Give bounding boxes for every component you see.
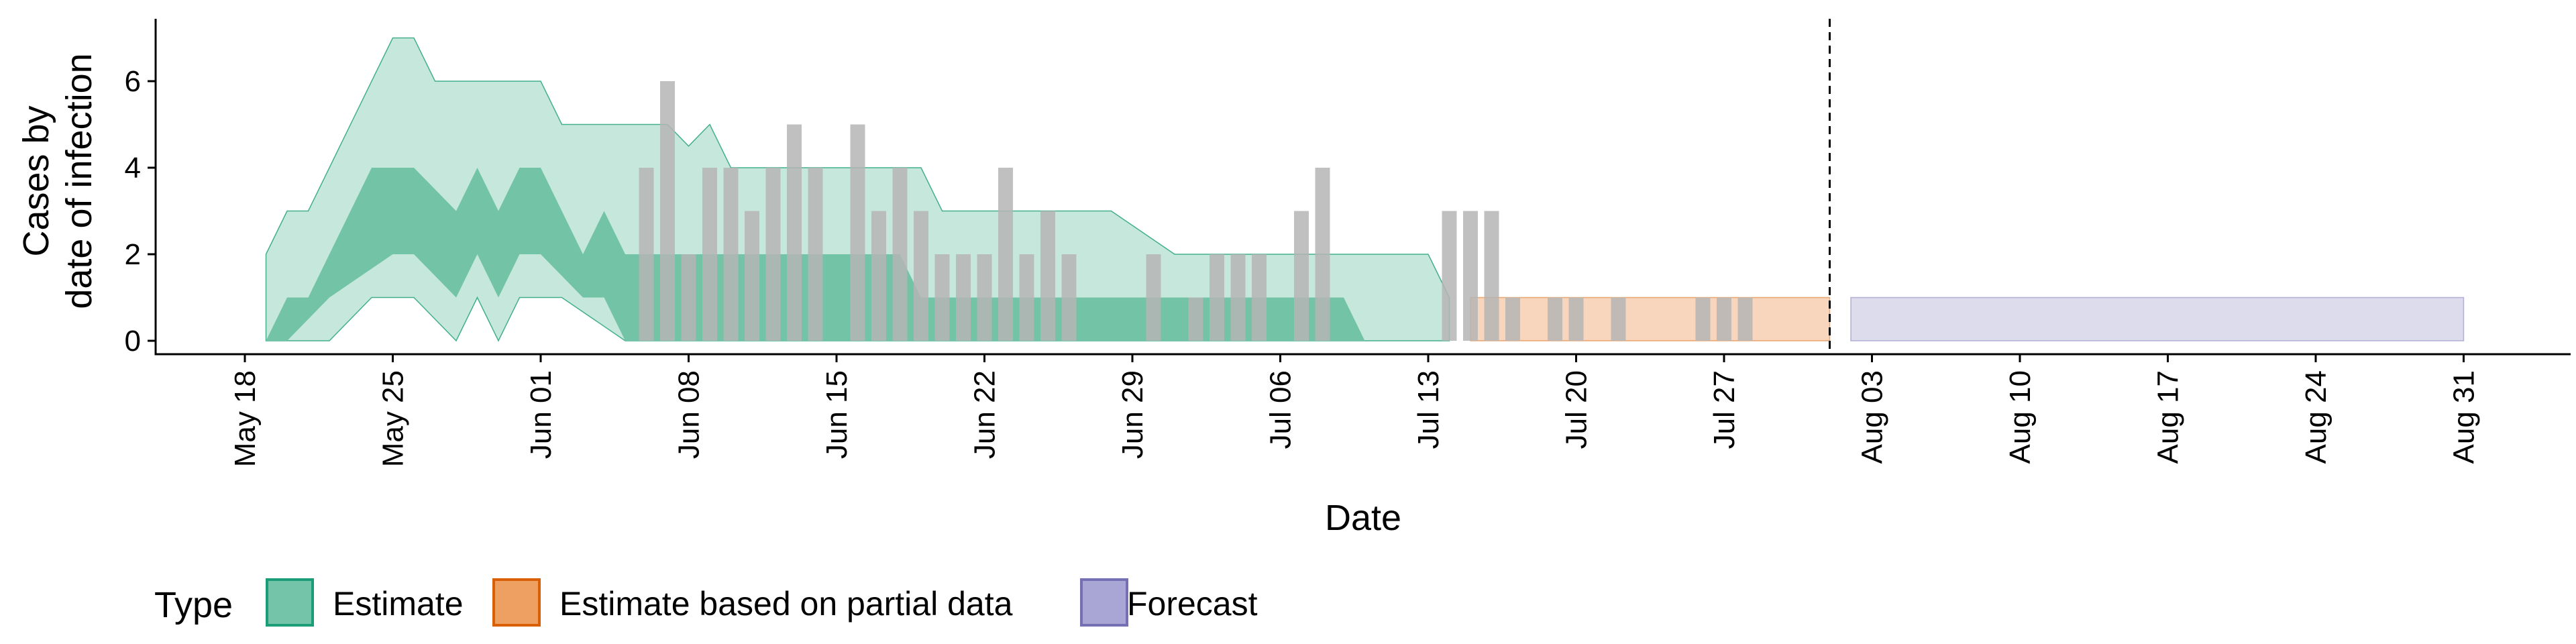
case-bar <box>1146 254 1161 341</box>
case-bar <box>1548 297 1562 341</box>
y-tick-label: 0 <box>125 325 141 358</box>
observed-cases-bars <box>639 81 1753 341</box>
case-bar <box>1315 168 1330 341</box>
x-tick-label: Jul 13 <box>1412 370 1445 449</box>
y-axis-title-line-1: Cases by <box>16 105 56 256</box>
case-bar <box>1019 254 1034 341</box>
x-tick-label: Aug 17 <box>2152 370 2185 464</box>
legend: Type Estimate Estimate based on partial d… <box>154 578 1258 627</box>
case-bar <box>977 254 992 341</box>
case-bar <box>1505 297 1520 341</box>
y-axis-ticks: 0 2 4 6 <box>125 65 156 358</box>
case-bar <box>1568 297 1584 341</box>
case-bar <box>998 168 1013 341</box>
case-bar <box>1210 254 1224 341</box>
legend-title: Type <box>154 585 233 625</box>
x-tick-label: Jun 29 <box>1116 370 1149 459</box>
forecast-band <box>1850 297 2465 341</box>
case-bar <box>745 211 759 341</box>
case-bar <box>702 168 717 341</box>
case-bar <box>1737 297 1753 341</box>
x-tick-label: Jun 15 <box>820 370 853 459</box>
x-tick-label: May 25 <box>377 370 410 467</box>
y-tick-label: 6 <box>125 65 141 98</box>
case-bar <box>914 211 928 341</box>
case-bar <box>1463 211 1478 341</box>
case-bar <box>934 254 950 341</box>
estimate-bands <box>265 37 2465 342</box>
x-tick-label: Aug 24 <box>2300 370 2332 464</box>
case-bar <box>1040 211 1055 341</box>
legend-label: Forecast <box>1127 585 1258 623</box>
x-tick-label: Aug 03 <box>1856 370 1889 464</box>
legend-swatch <box>266 578 314 627</box>
y-axis-title-line-2: date of infection <box>59 53 99 309</box>
case-bar <box>1484 211 1499 341</box>
x-tick-label: Jun 22 <box>969 370 1002 459</box>
case-bar <box>1252 254 1267 341</box>
case-bar <box>1717 297 1731 341</box>
case-bar <box>956 254 971 341</box>
x-tick-label: Aug 10 <box>2004 370 2037 464</box>
case-bar <box>639 168 654 341</box>
case-bar <box>892 168 908 341</box>
x-tick-label: Jun 01 <box>525 370 557 459</box>
case-bar <box>1695 297 1711 341</box>
x-tick-label: Jun 08 <box>673 370 706 459</box>
case-bar <box>1188 297 1203 341</box>
case-bar <box>1230 254 1246 341</box>
case-bar <box>1611 297 1626 341</box>
case-bar <box>1294 211 1309 341</box>
x-tick-label: May 18 <box>229 370 262 467</box>
case-bar <box>787 124 802 341</box>
case-bar <box>723 168 739 341</box>
y-tick-label: 4 <box>125 152 141 184</box>
legend-label: Estimate based on partial data <box>559 585 1013 623</box>
legend-label: Estimate <box>333 585 464 623</box>
x-tick-label: Jul 20 <box>1560 370 1593 449</box>
case-bar <box>850 124 865 341</box>
case-bar <box>765 168 781 341</box>
case-bar <box>1061 254 1077 341</box>
legend-swatch <box>492 578 541 627</box>
partial-estimate-band <box>1470 297 1831 341</box>
legend-swatch <box>1080 578 1128 627</box>
case-bar <box>681 254 696 341</box>
x-axis-title: Date <box>1325 498 1401 538</box>
x-tick-label: Aug 31 <box>2448 370 2481 464</box>
case-bar <box>1442 211 1457 341</box>
x-axis-ticks: May 18 May 25 Jun 01 Jun 08 Jun 15 Jun 22 Jun … <box>229 354 2481 467</box>
x-tick-label: Jul 27 <box>1708 370 1741 449</box>
case-bar <box>871 211 886 341</box>
case-bar <box>660 81 675 341</box>
case-bar <box>808 168 823 341</box>
y-tick-label: 2 <box>125 238 141 271</box>
x-tick-label: Jul 06 <box>1265 370 1297 449</box>
